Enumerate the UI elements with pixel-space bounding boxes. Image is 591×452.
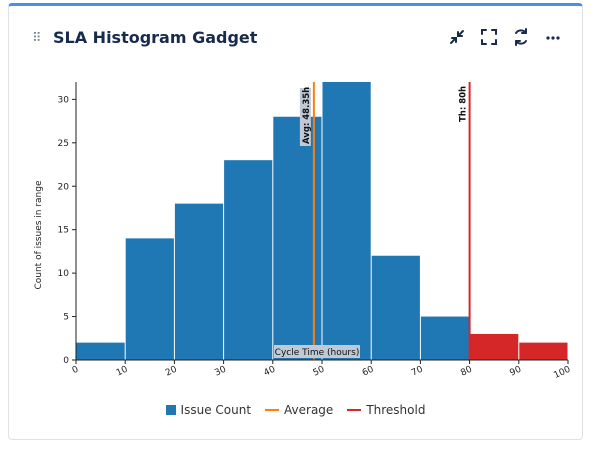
histogram-bar: [76, 342, 125, 360]
x-tick-label: 30: [213, 365, 228, 379]
legend-swatch: [347, 409, 362, 411]
legend-label: Average: [284, 403, 334, 417]
gadget-title: SLA Histogram Gadget: [53, 28, 258, 47]
legend-item[interactable]: Threshold: [347, 403, 425, 417]
x-tick-label: 90: [508, 365, 523, 379]
x-tick-label: 0: [71, 365, 81, 377]
legend-item[interactable]: Average: [265, 403, 333, 417]
sla-histogram-gadget: ⠿ SLA Histogram Gadget: [8, 3, 583, 440]
fullscreen-button[interactable]: [480, 28, 498, 46]
gadget-actions: [448, 28, 562, 46]
x-axis-label-bg: [274, 345, 360, 358]
gadget-header: ⠿ SLA Histogram Gadget: [9, 6, 582, 66]
x-tick-label: 20: [164, 365, 179, 379]
y-tick-label: 25: [58, 139, 69, 149]
refresh-icon: [515, 28, 527, 46]
y-tick-label: 30: [58, 95, 70, 105]
legend-swatch: [265, 409, 280, 411]
x-tick-label: 100: [552, 365, 572, 381]
average-label: Avg: 48.35h: [302, 87, 312, 144]
minimize-button[interactable]: [448, 28, 466, 46]
histogram-bar: [322, 82, 371, 360]
x-tick-label: 50: [312, 365, 327, 379]
y-tick-label: 0: [63, 356, 69, 366]
fullscreen-icon: [481, 29, 497, 45]
histogram-bar: [371, 255, 420, 360]
histogram-bar: [519, 342, 568, 360]
threshold-label: Th: 80h: [459, 86, 469, 122]
y-tick-label: 10: [58, 269, 70, 279]
legend-item[interactable]: Issue Count: [165, 403, 252, 417]
x-tick-label: 40: [262, 365, 277, 379]
more-icon: [546, 36, 560, 40]
histogram-bar: [224, 160, 273, 360]
minimize-icon: [450, 30, 464, 44]
histogram-bar: [470, 333, 519, 360]
y-tick-label: 15: [58, 226, 69, 236]
x-tick-label: 80: [459, 365, 474, 379]
x-tick-label: 70: [410, 365, 425, 379]
chart-legend: Issue Count Average Threshold: [9, 403, 582, 417]
histogram-bar: [125, 238, 174, 360]
average-label-bg: [299, 88, 311, 146]
y-axis-label: Count of issues in range: [34, 180, 44, 289]
x-axis-label: Cycle Time (hours): [275, 348, 360, 358]
x-tick-label: 60: [361, 365, 376, 379]
histogram-bar: [420, 316, 470, 360]
y-tick-label: 20: [58, 182, 70, 192]
histogram-chart: Avg: 48.35h Th: 80h 0 5 10 15 20 25 30 0 10 20 30 4…: [34, 82, 573, 381]
legend-label: Issue Count: [180, 403, 252, 417]
y-tick-label: 5: [63, 313, 69, 323]
drag-handle-icon[interactable]: ⠿: [32, 30, 41, 45]
refresh-button[interactable]: [512, 28, 530, 46]
histogram-bar: [174, 203, 224, 360]
more-button[interactable]: [544, 28, 562, 46]
legend-swatch: [165, 405, 176, 415]
legend-label: Threshold: [366, 403, 426, 417]
x-tick-label: 10: [115, 365, 130, 379]
